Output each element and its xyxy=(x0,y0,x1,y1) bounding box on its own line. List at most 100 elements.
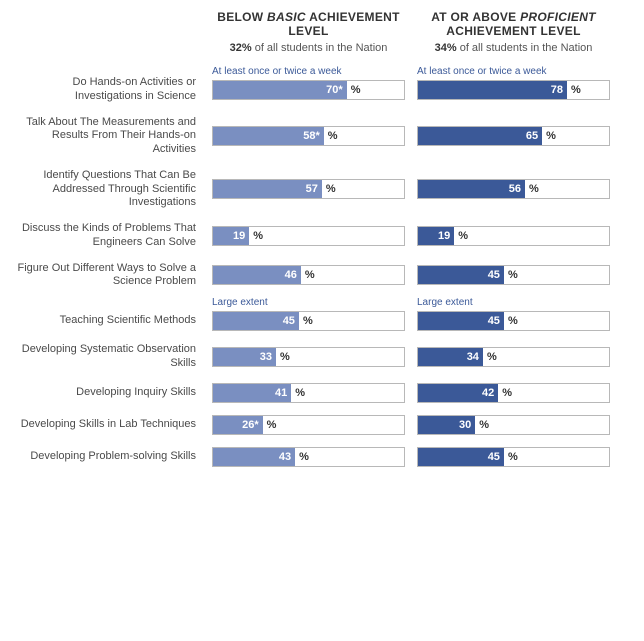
bar-value: 45 xyxy=(488,312,500,330)
bar-track: 46% xyxy=(212,265,405,285)
bar-fill: 45 xyxy=(418,266,504,284)
chart-row: Talk About The Measurements and Results … xyxy=(14,116,630,157)
bar-value: 34 xyxy=(467,348,479,366)
col-title-post-0: ACHIEVEMENT LEVEL xyxy=(288,10,399,38)
row-label: Identify Questions That Can Be Addressed… xyxy=(14,169,206,210)
column-headers: BELOW BASIC ACHIEVEMENT LEVEL 32% of all… xyxy=(14,10,630,54)
bar-cell: 46% xyxy=(206,265,411,285)
percent-label: % xyxy=(276,348,290,366)
col-title-ital-1: PROFICIENT xyxy=(520,10,596,24)
bar-fill: 30 xyxy=(418,416,475,434)
bar-fill: 34 xyxy=(418,348,483,366)
bar-track: 26*% xyxy=(212,415,405,435)
bar-note: At least once or twice a week xyxy=(212,66,342,77)
row-label: Teaching Scientific Methods xyxy=(14,314,206,328)
chart-row: Figure Out Different Ways to Solve a Sci… xyxy=(14,262,630,290)
percent-label: % xyxy=(324,127,338,145)
bar-fill: 56 xyxy=(418,180,525,198)
bar-track: 58*% xyxy=(212,126,405,146)
percent-label: % xyxy=(498,384,512,402)
bar-fill: 43 xyxy=(213,448,295,466)
bar-cell: 30% xyxy=(411,415,616,435)
bar-value: 45 xyxy=(488,266,500,284)
bar-track: 42% xyxy=(417,383,610,403)
bar-fill: 46 xyxy=(213,266,301,284)
bar-fill: 65 xyxy=(418,127,542,145)
bar-track: 19% xyxy=(212,226,405,246)
percent-label: % xyxy=(301,266,315,284)
bar-track: 45% xyxy=(417,311,610,331)
bar-value: 19 xyxy=(438,227,450,245)
chart-row: Do Hands-on Activities or Investigations… xyxy=(14,76,630,104)
bar-track: 78% xyxy=(417,80,610,100)
bar-cell: 45% xyxy=(411,447,616,467)
bar-track: 57% xyxy=(212,179,405,199)
bar-fill: 41 xyxy=(213,384,291,402)
percent-label: % xyxy=(504,448,518,466)
bar-track: 19% xyxy=(417,226,610,246)
bar-fill: 19 xyxy=(418,227,454,245)
bar-fill: 58* xyxy=(213,127,324,145)
label-spacer xyxy=(14,10,206,54)
chart-row: Developing Problem-solving Skills43%45% xyxy=(14,447,630,467)
bar-track: 56% xyxy=(417,179,610,199)
row-label: Developing Problem-solving Skills xyxy=(14,450,206,464)
col-title-ital-0: BASIC xyxy=(267,10,306,24)
bar-value: 78 xyxy=(551,81,563,99)
bar-cell: 56% xyxy=(411,179,616,199)
bar-value: 26* xyxy=(242,416,259,434)
row-label: Developing Inquiry Skills xyxy=(14,386,206,400)
chart-row: Developing Inquiry Skills41%42% xyxy=(14,383,630,403)
col-sub-bold-1: 34% xyxy=(435,42,457,54)
col-sub-0: 32% of all students in the Nation xyxy=(212,42,405,54)
row-label: Developing Systematic Observation Skills xyxy=(14,343,206,371)
bar-track: 45% xyxy=(417,265,610,285)
col-title-pre-1: AT OR ABOVE xyxy=(431,10,520,24)
bar-fill: 19 xyxy=(213,227,249,245)
bar-cell: Large extent45% xyxy=(206,311,411,331)
col-title-0: BELOW BASIC ACHIEVEMENT LEVEL xyxy=(212,10,405,38)
percent-label: % xyxy=(542,127,556,145)
bar-note: At least once or twice a week xyxy=(417,66,547,77)
bar-cell: 65% xyxy=(411,126,616,146)
bar-cell: 57% xyxy=(206,179,411,199)
chart-row: Identify Questions That Can Be Addressed… xyxy=(14,169,630,210)
col-head-0: BELOW BASIC ACHIEVEMENT LEVEL 32% of all… xyxy=(206,10,411,54)
bar-track: 30% xyxy=(417,415,610,435)
col-title-pre-0: BELOW xyxy=(217,10,267,24)
col-head-1: AT OR ABOVE PROFICIENT ACHIEVEMENT LEVEL… xyxy=(411,10,616,54)
bar-cell: 58*% xyxy=(206,126,411,146)
bar-track: 34% xyxy=(417,347,610,367)
bar-value: 45 xyxy=(283,312,295,330)
percent-label: % xyxy=(347,81,361,99)
chart-row: Teaching Scientific MethodsLarge extent4… xyxy=(14,311,630,331)
bar-cell: 33% xyxy=(206,347,411,367)
bar-value: 45 xyxy=(488,448,500,466)
bar-cell: At least once or twice a week78% xyxy=(411,80,616,100)
bar-track: 41% xyxy=(212,383,405,403)
row-label: Do Hands-on Activities or Investigations… xyxy=(14,76,206,104)
row-label: Talk About The Measurements and Results … xyxy=(14,116,206,157)
bar-fill: 70* xyxy=(213,81,347,99)
bar-fill: 78 xyxy=(418,81,567,99)
bar-track: 33% xyxy=(212,347,405,367)
percent-label: % xyxy=(263,416,277,434)
bar-value: 65 xyxy=(526,127,538,145)
comparison-chart: BELOW BASIC ACHIEVEMENT LEVEL 32% of all… xyxy=(0,0,644,487)
bar-track: 43% xyxy=(212,447,405,467)
bar-cell: 41% xyxy=(206,383,411,403)
bar-cell: 42% xyxy=(411,383,616,403)
bar-track: 45% xyxy=(212,311,405,331)
row-label: Figure Out Different Ways to Solve a Sci… xyxy=(14,262,206,290)
bar-fill: 26* xyxy=(213,416,263,434)
bar-fill: 45 xyxy=(213,312,299,330)
chart-row: Developing Systematic Observation Skills… xyxy=(14,343,630,371)
bar-fill: 33 xyxy=(213,348,276,366)
bar-value: 46 xyxy=(285,266,297,284)
bar-cell: 43% xyxy=(206,447,411,467)
bar-fill: 57 xyxy=(213,180,322,198)
bar-value: 56 xyxy=(509,180,521,198)
bar-cell: 19% xyxy=(206,226,411,246)
col-sub-bold-0: 32% xyxy=(230,42,252,54)
bar-fill: 42 xyxy=(418,384,498,402)
